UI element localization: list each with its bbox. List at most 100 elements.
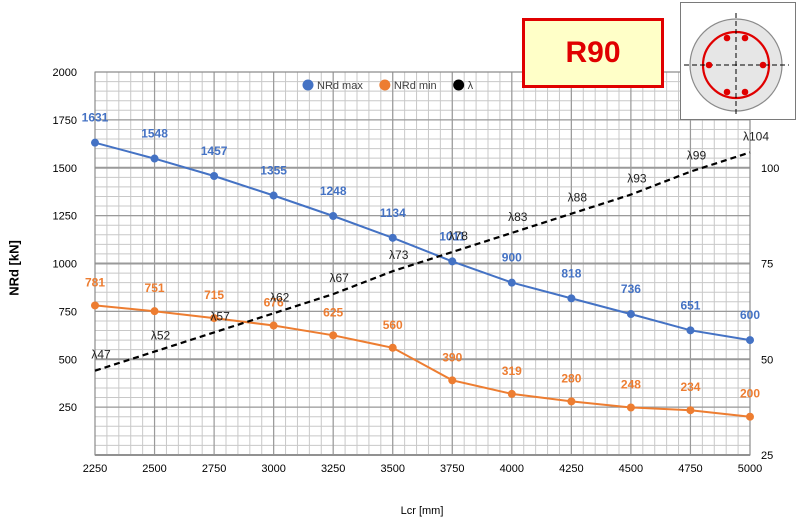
y-axis-label: NRd [kN] <box>6 240 22 296</box>
data-point-nrd-max <box>269 191 278 200</box>
data-label-nrd-min: 248 <box>621 378 641 392</box>
data-label-nrd-max: 1548 <box>141 127 168 141</box>
data-point-nrd-min <box>448 376 457 385</box>
data-label-nrd-max: 900 <box>502 251 522 265</box>
rebar-dot <box>741 34 749 42</box>
y2-tick-label: 50 <box>761 354 773 366</box>
data-point-nrd-min <box>150 307 159 316</box>
cross-section-drawing <box>684 13 789 117</box>
data-label-nrd-max: 651 <box>680 298 700 312</box>
series-line-nrd-min <box>94 304 751 418</box>
data-label-lambda: λ67 <box>330 271 350 285</box>
data-label-lambda: λ83 <box>508 210 528 224</box>
data-point-nrd-max <box>686 326 695 335</box>
data-label-nrd-min: 625 <box>323 305 343 319</box>
data-label-nrd-max: 1457 <box>201 144 228 158</box>
data-point-nrd-min <box>567 397 576 406</box>
rebar-dot <box>723 88 731 96</box>
data-label-nrd-max: 1134 <box>380 206 406 220</box>
data-point-nrd-max <box>507 278 516 287</box>
data-label-nrd-max: 1011 <box>439 229 465 243</box>
data-label-nrd-min: 715 <box>204 288 224 302</box>
data-label-lambda: λ104 <box>743 129 769 143</box>
x-axis-label: Lcr [mm] <box>400 505 444 517</box>
data-label-nrd-min: 781 <box>85 275 105 289</box>
data-label-nrd-min: 560 <box>383 318 403 332</box>
data-label-nrd-max: 1248 <box>320 184 347 198</box>
x-tick-label: 2500 <box>142 463 166 475</box>
data-point-nrd-min <box>329 331 338 340</box>
data-label-lambda: λ93 <box>627 172 647 186</box>
data-point-nrd-max <box>626 310 635 319</box>
data-label-nrd-max: 818 <box>561 266 581 280</box>
data-point-nrd-max <box>448 257 457 266</box>
data-point-nrd-max <box>91 138 99 147</box>
data-point-nrd-min <box>210 314 219 323</box>
x-tick-label: 2250 <box>83 463 107 475</box>
rebar-dot <box>741 88 749 96</box>
data-label-nrd-min: 390 <box>442 350 462 364</box>
data-label-nrd-min: 676 <box>264 296 284 310</box>
series-line-lambda <box>94 151 751 372</box>
x-tick-label: 4250 <box>559 463 583 475</box>
y-tick-label: 250 <box>59 402 77 414</box>
data-point-nrd-min <box>746 412 754 421</box>
y2-tick-label: 25 <box>761 450 773 462</box>
data-label-nrd-min: 319 <box>502 364 522 378</box>
data-point-nrd-min <box>626 403 635 412</box>
x-tick-label: 2750 <box>202 463 226 475</box>
x-tick-label: 3000 <box>261 463 285 475</box>
data-label-lambda: λ73 <box>389 248 409 262</box>
fire-rating-badge: R90 <box>522 18 664 88</box>
data-label-lambda: λ78 <box>449 229 469 243</box>
data-label-nrd-min: 200 <box>740 387 760 401</box>
fire-rating-text: R90 <box>565 36 621 69</box>
data-label-nrd-min: 751 <box>145 281 165 295</box>
legend-label-nrd-max: NRd max <box>317 80 363 92</box>
rebar-dot <box>723 34 731 42</box>
cross-section-diagram <box>680 2 796 120</box>
data-point-nrd-max <box>329 212 338 221</box>
data-label-nrd-max: 600 <box>740 308 760 322</box>
y-tick-label: 2000 <box>53 67 77 79</box>
legend-label-lambda: λ <box>468 80 474 92</box>
y-tick-label: 1750 <box>53 115 77 127</box>
data-label-lambda: λ62 <box>270 290 290 304</box>
legend-marker-lambda <box>453 79 465 91</box>
legend-label-nrd-min: NRd min <box>394 80 437 92</box>
x-tick-label: 4750 <box>678 463 702 475</box>
rebar-dot <box>705 61 713 69</box>
y-tick-label: 1000 <box>53 259 77 271</box>
y-tick-label: 500 <box>59 354 77 366</box>
y-tick-label: 1250 <box>53 211 77 223</box>
y-tick-label: 750 <box>59 306 77 318</box>
data-point-nrd-min <box>269 321 278 330</box>
data-point-nrd-max <box>567 294 576 303</box>
data-point-nrd-max <box>388 233 397 242</box>
x-tick-label: 3500 <box>380 463 404 475</box>
data-point-nrd-min <box>507 389 516 398</box>
x-tick-label: 4000 <box>500 463 524 475</box>
x-tick-label: 3250 <box>321 463 345 475</box>
y-tick-label: 1500 <box>53 163 77 175</box>
plot-frame <box>94 71 751 456</box>
legend-marker-nrd-max <box>302 79 314 91</box>
data-label-nrd-max: 1355 <box>260 164 287 178</box>
rebar-dot <box>759 61 767 69</box>
data-label-lambda: λ57 <box>210 309 230 323</box>
data-label-lambda: λ52 <box>151 329 171 343</box>
data-point-nrd-max <box>210 171 219 180</box>
data-label-nrd-max: 1631 <box>82 111 109 125</box>
x-tick-label: 5000 <box>738 463 762 475</box>
data-label-nrd-min: 280 <box>561 371 581 385</box>
data-point-nrd-min <box>91 301 99 310</box>
data-label-lambda: λ47 <box>91 348 111 362</box>
legend-marker-nrd-min <box>379 79 391 91</box>
data-label-lambda: λ99 <box>687 149 707 163</box>
x-tick-label: 3750 <box>440 463 464 475</box>
data-label-nrd-min: 234 <box>680 380 700 394</box>
data-point-nrd-min <box>686 406 695 415</box>
data-label-lambda: λ88 <box>568 191 588 205</box>
